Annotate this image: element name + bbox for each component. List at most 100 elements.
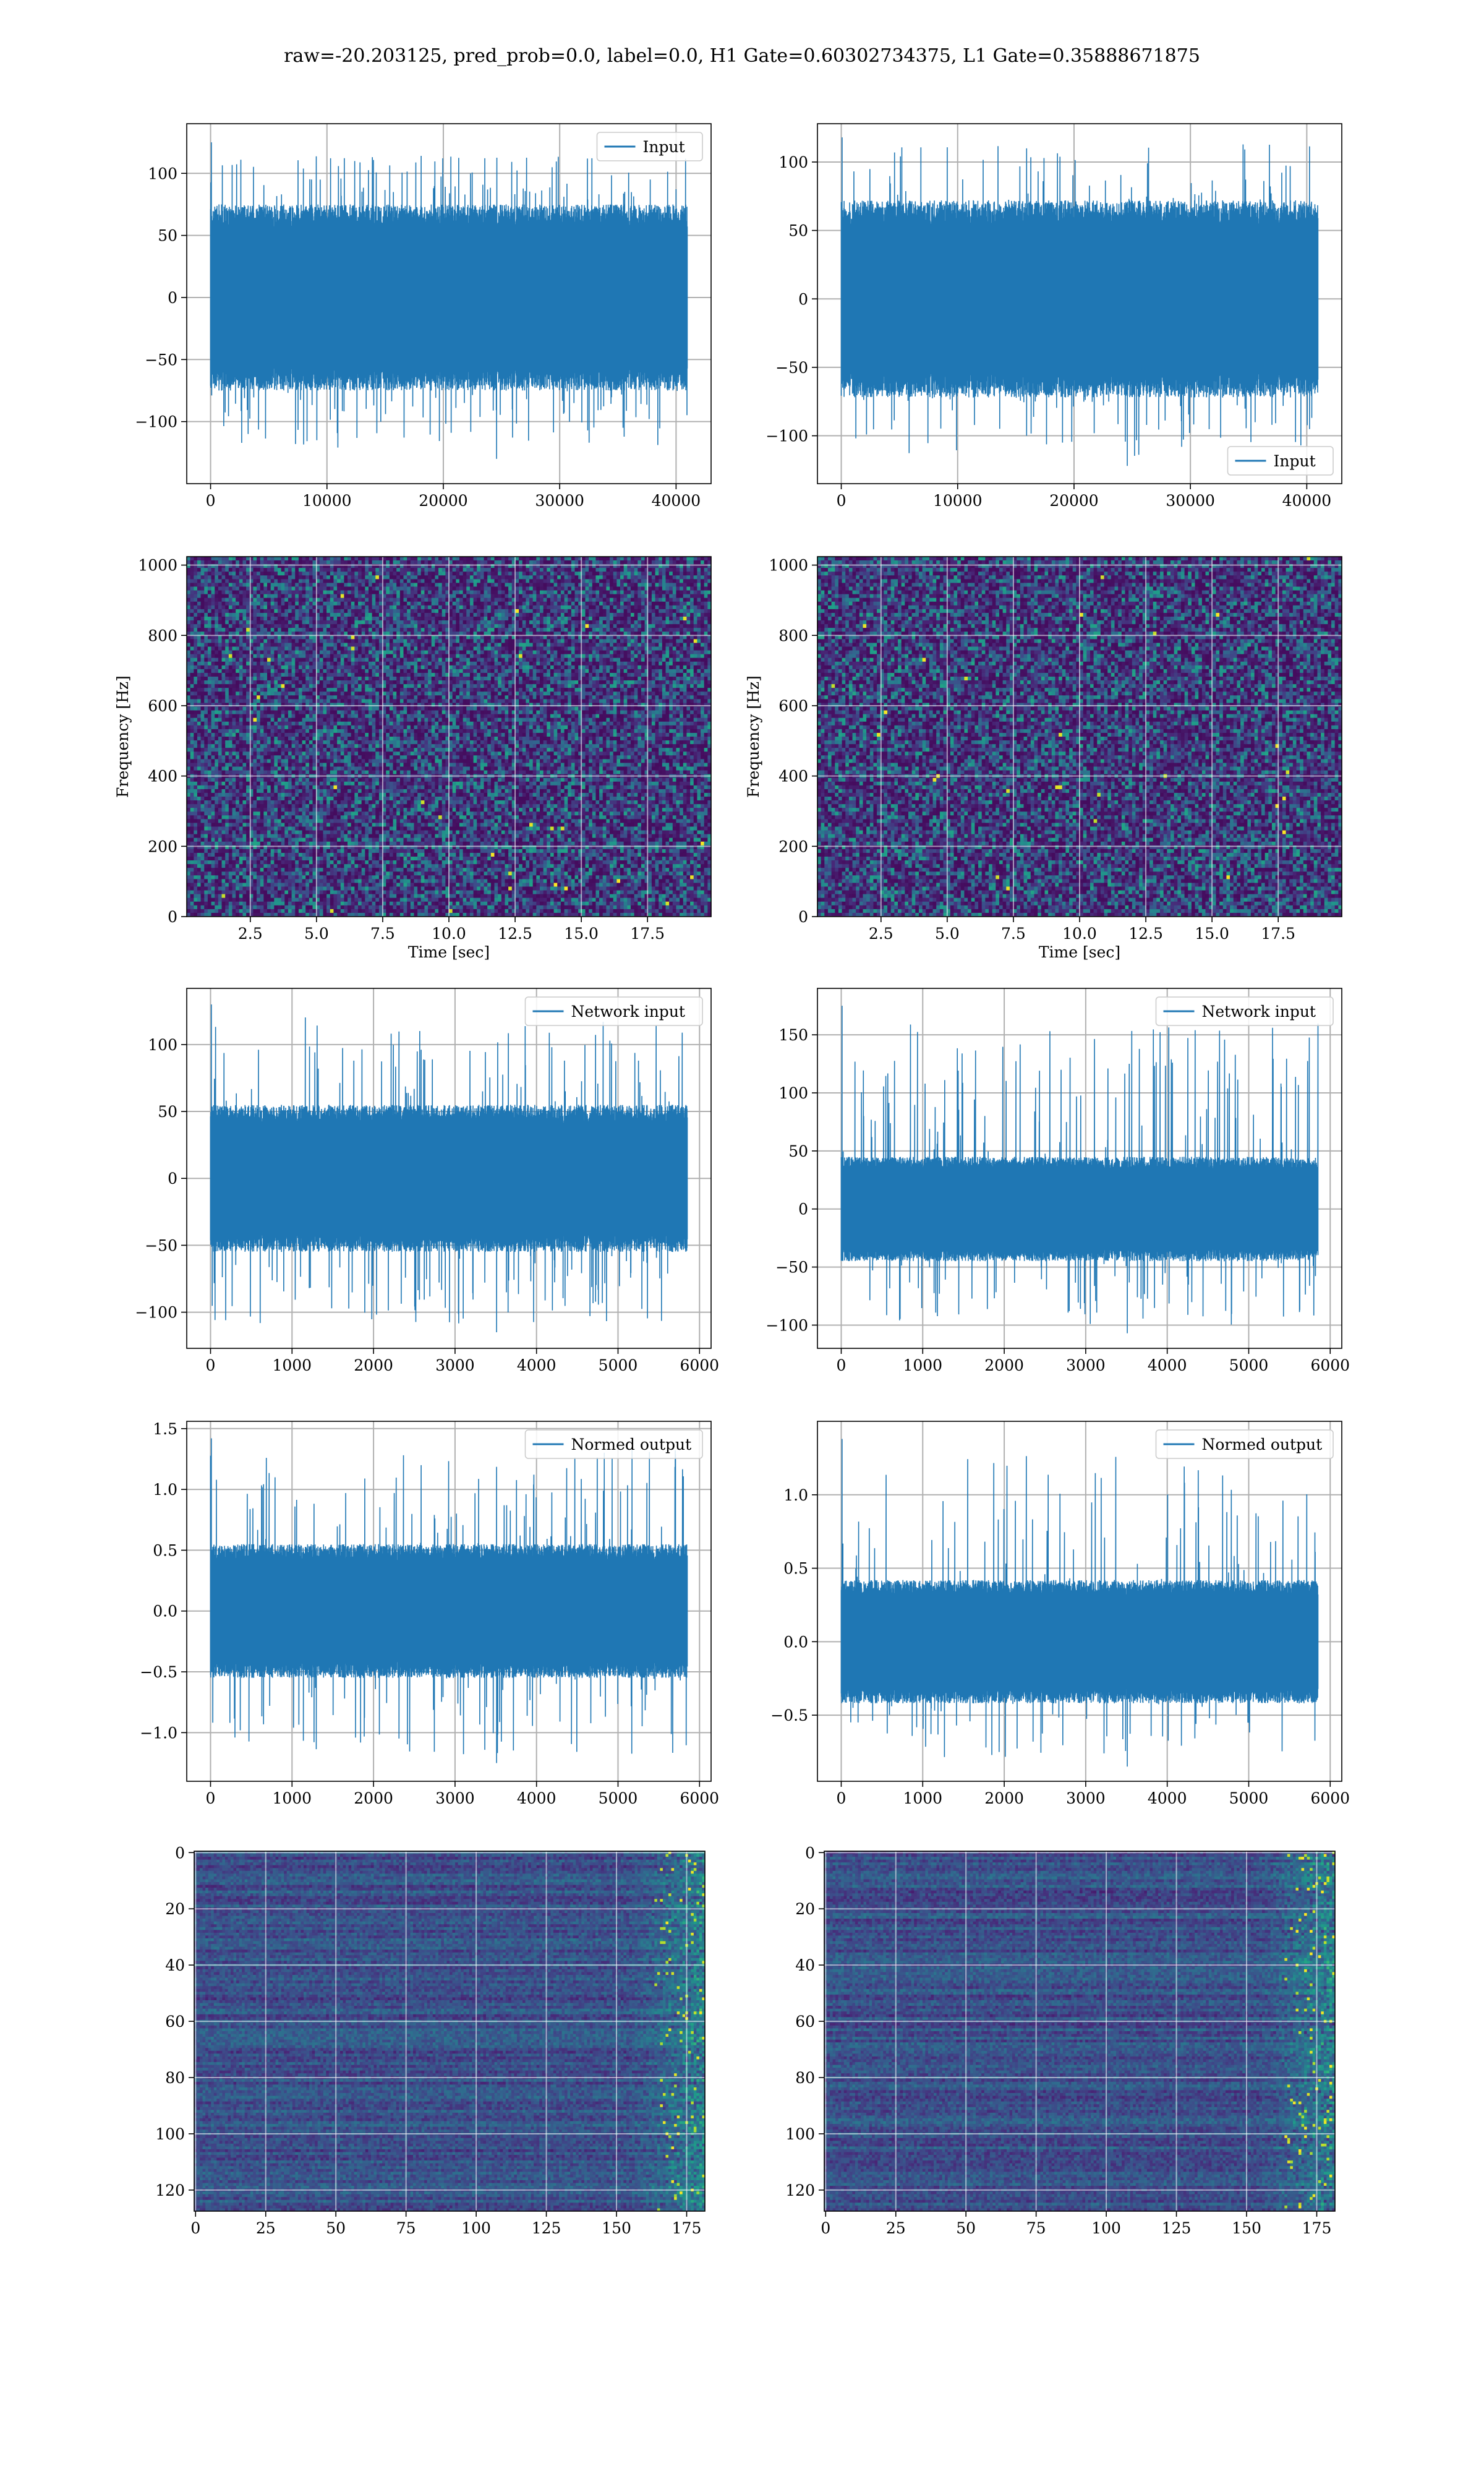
l1-input-ytick-label: 0 <box>798 290 808 308</box>
l1-normed-output-xtick-label: 1000 <box>903 1789 942 1807</box>
l1-spectrogram-ytick-label: 1000 <box>769 557 808 575</box>
h1-spectrogram-xtick-label: 2.5 <box>238 925 263 943</box>
h1-input-xtick-label: 20000 <box>419 492 468 510</box>
l1-spectrogram-ylabel: Frequency [Hz] <box>744 675 762 798</box>
l1-spectrogram-xtick-label: 17.5 <box>1261 925 1295 943</box>
h1-input-legend-label: Input <box>643 138 685 156</box>
h1-feature-map-xtick-label: 100 <box>461 2219 491 2237</box>
l1-input-legend-label: Input <box>1274 452 1316 470</box>
h1-feature-map-heatmap <box>194 1851 706 2212</box>
l1-network-input-xtick-label: 4000 <box>1148 1356 1187 1374</box>
l1-feature-map-ytick-label: 0 <box>805 1844 815 1862</box>
h1-normed-output-xtick-label: 6000 <box>680 1789 719 1807</box>
l1-spectrogram-panel: 2.5 5.0 7.5 10.0 12.5 15.0 17.5020040060080010… <box>744 557 1342 961</box>
h1-network-input-xtick-label: 6000 <box>680 1356 719 1374</box>
figure-suptitle: raw=-20.203125, pred_prob=0.0, label=0.0… <box>284 45 1200 67</box>
h1-input-ytick-label: −100 <box>135 413 177 431</box>
h1-spectrogram-xtick-label: 7.5 <box>370 925 395 943</box>
h1-normed-output-ytick-label: −1.0 <box>140 1724 177 1742</box>
l1-network-input-xtick-label: 3000 <box>1066 1356 1106 1374</box>
l1-spectrogram-xtick-label: 12.5 <box>1128 925 1163 943</box>
l1-network-input-ytick-label: 50 <box>788 1142 808 1160</box>
l1-network-input-xtick-label: 1000 <box>903 1356 942 1374</box>
h1-normed-output-xtick-label: 5000 <box>599 1789 638 1807</box>
l1-input-xtick-label: 20000 <box>1049 492 1099 510</box>
l1-normed-output-xtick-label: 2000 <box>984 1789 1024 1807</box>
l1-network-input-ytick-label: 0 <box>798 1201 808 1218</box>
l1-network-input-xtick-label: 5000 <box>1229 1356 1269 1374</box>
l1-feature-map-xtick-label: 150 <box>1232 2219 1261 2237</box>
l1-feature-map-xtick-label: 100 <box>1091 2219 1121 2237</box>
h1-input-ytick-label: 0 <box>168 289 177 307</box>
h1-normed-output-ytick-label: 1.5 <box>153 1420 177 1438</box>
l1-normed-output-ytick-label: 0.5 <box>783 1560 808 1578</box>
h1-network-input-xtick-label: 3000 <box>435 1356 475 1374</box>
l1-spectrogram-xtick-label: 10.0 <box>1062 925 1097 943</box>
h1-normed-output-legend: Normed output <box>526 1430 703 1458</box>
h1-normed-output-xtick-label: 2000 <box>354 1789 393 1807</box>
l1-spectrogram-xtick-label: 7.5 <box>1001 925 1026 943</box>
h1-network-input-xtick-label: 1000 <box>272 1356 312 1374</box>
h1-normed-output-ytick-label: 1.0 <box>153 1481 177 1499</box>
l1-input-xtick-label: 0 <box>837 492 846 510</box>
l1-feature-map-ytick-label: 40 <box>795 1956 815 1974</box>
h1-normed-output-ytick-label: 0.5 <box>153 1541 177 1559</box>
h1-spectrogram-ytick-label: 1000 <box>138 557 177 575</box>
l1-input-ytick-label: 100 <box>778 153 808 171</box>
l1-normed-output-legend: Normed output <box>1156 1430 1334 1458</box>
l1-network-input-legend: Network input <box>1156 997 1334 1025</box>
h1-input-ytick-label: 100 <box>148 165 177 182</box>
h1-spectrogram-ytick-label: 200 <box>148 837 177 855</box>
h1-input-xtick-label: 30000 <box>535 492 584 510</box>
l1-input-legend: Input <box>1228 447 1334 475</box>
h1-feature-map-xtick-label: 0 <box>190 2219 200 2237</box>
l1-normed-output-xtick-label: 4000 <box>1148 1789 1187 1807</box>
l1-spectrogram-xtick-label: 5.0 <box>935 925 960 943</box>
h1-spectrogram-ylabel: Frequency [Hz] <box>114 675 132 798</box>
h1-feature-map-xtick-label: 25 <box>256 2219 276 2237</box>
h1-spectrogram-xtick-label: 15.0 <box>564 925 599 943</box>
h1-feature-map-ytick-label: 40 <box>165 1956 185 1974</box>
h1-spectrogram-xlabel: Time [sec] <box>408 943 490 961</box>
l1-normed-output-panel: 0 1000 2000 3000 4000 5000 6000−0.50.00.51.0No… <box>770 1421 1350 1807</box>
l1-feature-map-xtick-label: 75 <box>1026 2219 1046 2237</box>
l1-network-input-ytick-label: −50 <box>775 1259 808 1277</box>
l1-feature-map-ytick-label: 20 <box>795 1900 815 1918</box>
h1-network-input-ytick-label: 50 <box>158 1103 177 1121</box>
h1-feature-map-xtick-label: 125 <box>532 2219 561 2237</box>
l1-normed-output-xtick-label: 5000 <box>1229 1789 1269 1807</box>
h1-feature-map-xtick-label: 150 <box>602 2219 631 2237</box>
l1-normed-output-ytick-label: −0.5 <box>770 1706 808 1724</box>
l1-feature-map-xtick-label: 125 <box>1162 2219 1192 2237</box>
l1-input-xtick-label: 10000 <box>933 492 983 510</box>
h1-feature-map-ytick-label: 100 <box>155 2125 185 2143</box>
h1-network-input-ytick-label: 100 <box>148 1036 177 1054</box>
h1-spectrogram-panel: 2.5 5.0 7.5 10.0 12.5 15.0 17.5020040060080010… <box>114 557 712 961</box>
h1-feature-map-ytick-label: 0 <box>175 1844 185 1862</box>
h1-network-input-ytick-label: 0 <box>168 1170 177 1188</box>
l1-feature-map-ytick-label: 120 <box>785 2181 815 2199</box>
l1-spectrogram-xtick-label: 15.0 <box>1195 925 1229 943</box>
h1-feature-map-xtick-label: 75 <box>396 2219 416 2237</box>
l1-feature-map-ytick-label: 100 <box>785 2125 815 2143</box>
l1-spectrogram-ytick-label: 200 <box>778 837 808 855</box>
l1-spectrogram-xlabel: Time [sec] <box>1039 943 1120 961</box>
h1-network-input-xtick-label: 0 <box>206 1356 216 1374</box>
l1-network-input-ytick-label: 100 <box>778 1084 808 1102</box>
h1-network-input-xtick-label: 5000 <box>599 1356 638 1374</box>
h1-normed-output-panel: 0 1000 2000 3000 4000 5000 6000−1.0−0.50.00.51… <box>140 1420 719 1807</box>
h1-input-xtick-label: 0 <box>206 492 216 510</box>
l1-normed-output-ytick-label: 0.0 <box>783 1633 808 1651</box>
h1-normed-output-xtick-label: 3000 <box>435 1789 475 1807</box>
h1-spectrogram-xtick-label: 5.0 <box>304 925 329 943</box>
l1-feature-map-heatmap <box>824 1851 1336 2212</box>
h1-spectrogram-xtick-label: 10.0 <box>432 925 466 943</box>
h1-network-input-xtick-label: 4000 <box>517 1356 556 1374</box>
h1-spectrogram-ytick-label: 0 <box>168 908 177 926</box>
h1-feature-map-ytick-label: 80 <box>165 2069 185 2087</box>
